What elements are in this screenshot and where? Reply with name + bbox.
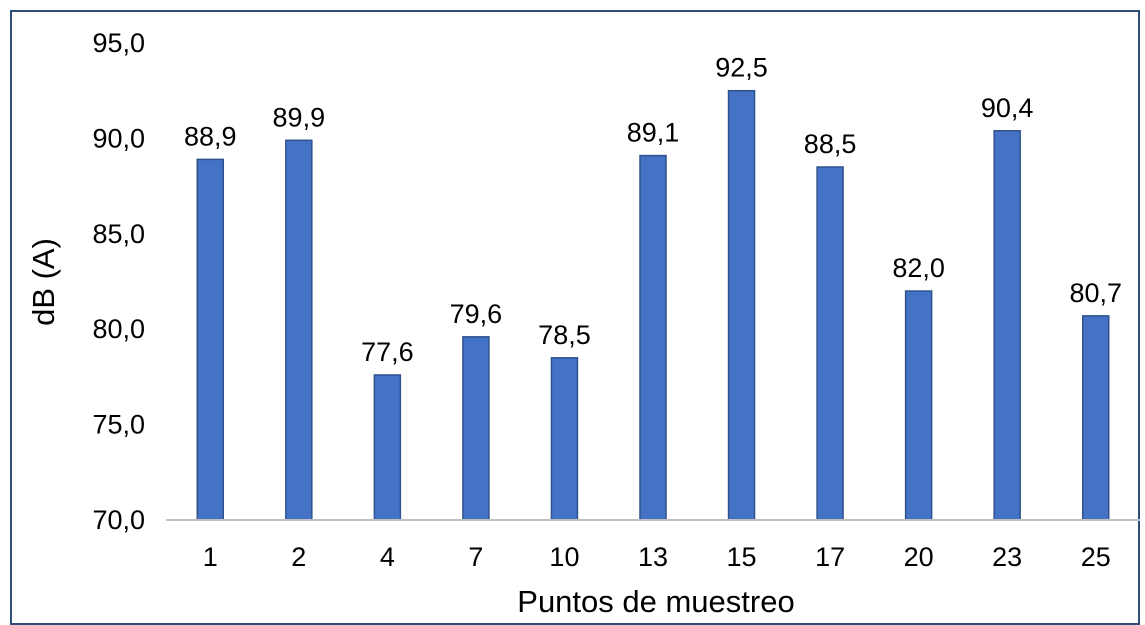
y-tick-label: 90,0 bbox=[92, 123, 145, 153]
data-labels-group: 88,9 89,9 77,6 79,6 78,5 89,1 92,5 88,5 82,0 90,4… bbox=[184, 53, 1122, 367]
x-tick-label: 1 bbox=[203, 542, 218, 572]
data-label: 88,5 bbox=[804, 129, 857, 159]
data-label: 89,9 bbox=[273, 102, 326, 132]
bar bbox=[1081, 315, 1110, 521]
bar bbox=[904, 290, 933, 521]
x-tick-label: 7 bbox=[468, 542, 483, 572]
data-label: 78,5 bbox=[538, 320, 591, 350]
bar bbox=[727, 89, 756, 521]
data-label: 89,1 bbox=[627, 118, 680, 148]
bar bbox=[993, 130, 1021, 521]
x-tick-label: 20 bbox=[904, 542, 934, 572]
bar bbox=[285, 139, 313, 521]
data-label: 79,6 bbox=[450, 299, 503, 329]
x-tick-label: 23 bbox=[992, 542, 1022, 572]
bar bbox=[196, 158, 225, 521]
y-axis-title: dB (A) bbox=[26, 238, 61, 326]
data-label: 77,6 bbox=[361, 337, 414, 367]
y-tick-label: 80,0 bbox=[92, 314, 145, 344]
bar bbox=[550, 357, 579, 521]
y-tick-label: 95,0 bbox=[92, 28, 145, 58]
bar bbox=[462, 336, 490, 521]
data-label: 80,7 bbox=[1069, 278, 1122, 308]
x-axis: 1 2 4 7 10 13 15 17 20 23 25 bbox=[166, 519, 1140, 572]
y-tick-label: 85,0 bbox=[92, 219, 145, 249]
bar bbox=[373, 374, 402, 521]
bars-group bbox=[196, 89, 1110, 521]
x-tick-label: 2 bbox=[291, 542, 306, 572]
data-label: 92,5 bbox=[715, 53, 768, 83]
x-tick-label: 17 bbox=[815, 542, 845, 572]
y-axis: 70,0 75,0 80,0 85,0 90,0 95,0 bbox=[92, 28, 145, 535]
x-tick-label: 13 bbox=[638, 542, 668, 572]
x-tick-label: 4 bbox=[380, 542, 395, 572]
x-tick-label: 25 bbox=[1081, 542, 1111, 572]
x-axis-title: Puntos de muestreo bbox=[517, 584, 794, 619]
y-tick-label: 75,0 bbox=[92, 410, 145, 440]
data-label: 90,4 bbox=[981, 93, 1034, 123]
y-tick-label: 70,0 bbox=[92, 505, 145, 535]
data-label: 88,9 bbox=[184, 121, 237, 151]
data-label: 82,0 bbox=[892, 253, 945, 283]
bar bbox=[816, 166, 844, 521]
x-tick-label: 15 bbox=[727, 542, 757, 572]
bar bbox=[639, 154, 667, 521]
x-tick-label: 10 bbox=[549, 542, 579, 572]
